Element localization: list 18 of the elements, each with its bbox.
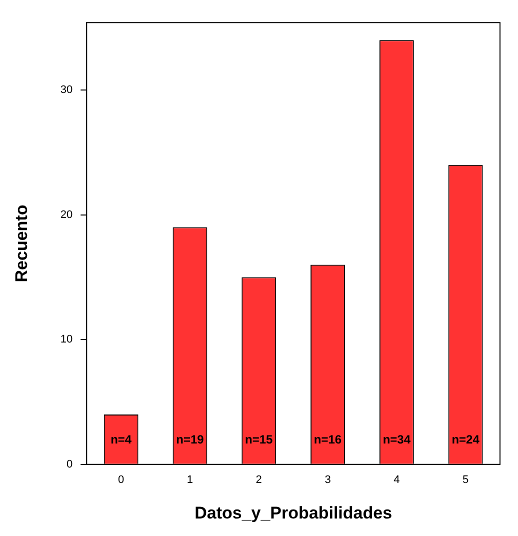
x-tick-label: 3 [324, 474, 331, 486]
x-tick-label: 0 [118, 474, 124, 486]
x-tick-label: 5 [462, 474, 469, 486]
x-tick-label: 4 [394, 474, 400, 486]
y-tick-label: 30 [60, 84, 73, 96]
data-label: n=16 [314, 432, 342, 447]
y-tick-label: 10 [60, 334, 73, 346]
data-label: n=24 [452, 432, 480, 447]
y-tick-label: 20 [60, 208, 73, 221]
data-label: n=19 [176, 432, 204, 447]
data-label: n=15 [245, 432, 274, 447]
y-axis-title: Recuento [12, 204, 31, 282]
data-label: n=4 [110, 432, 132, 447]
y-tick-label: 0 [66, 458, 73, 470]
data-label: n=34 [382, 432, 411, 447]
x-axis-title: Datos_y_Probabilidades [194, 503, 392, 522]
x-tick-label: 2 [256, 474, 262, 486]
x-tick-label: 1 [186, 474, 194, 486]
